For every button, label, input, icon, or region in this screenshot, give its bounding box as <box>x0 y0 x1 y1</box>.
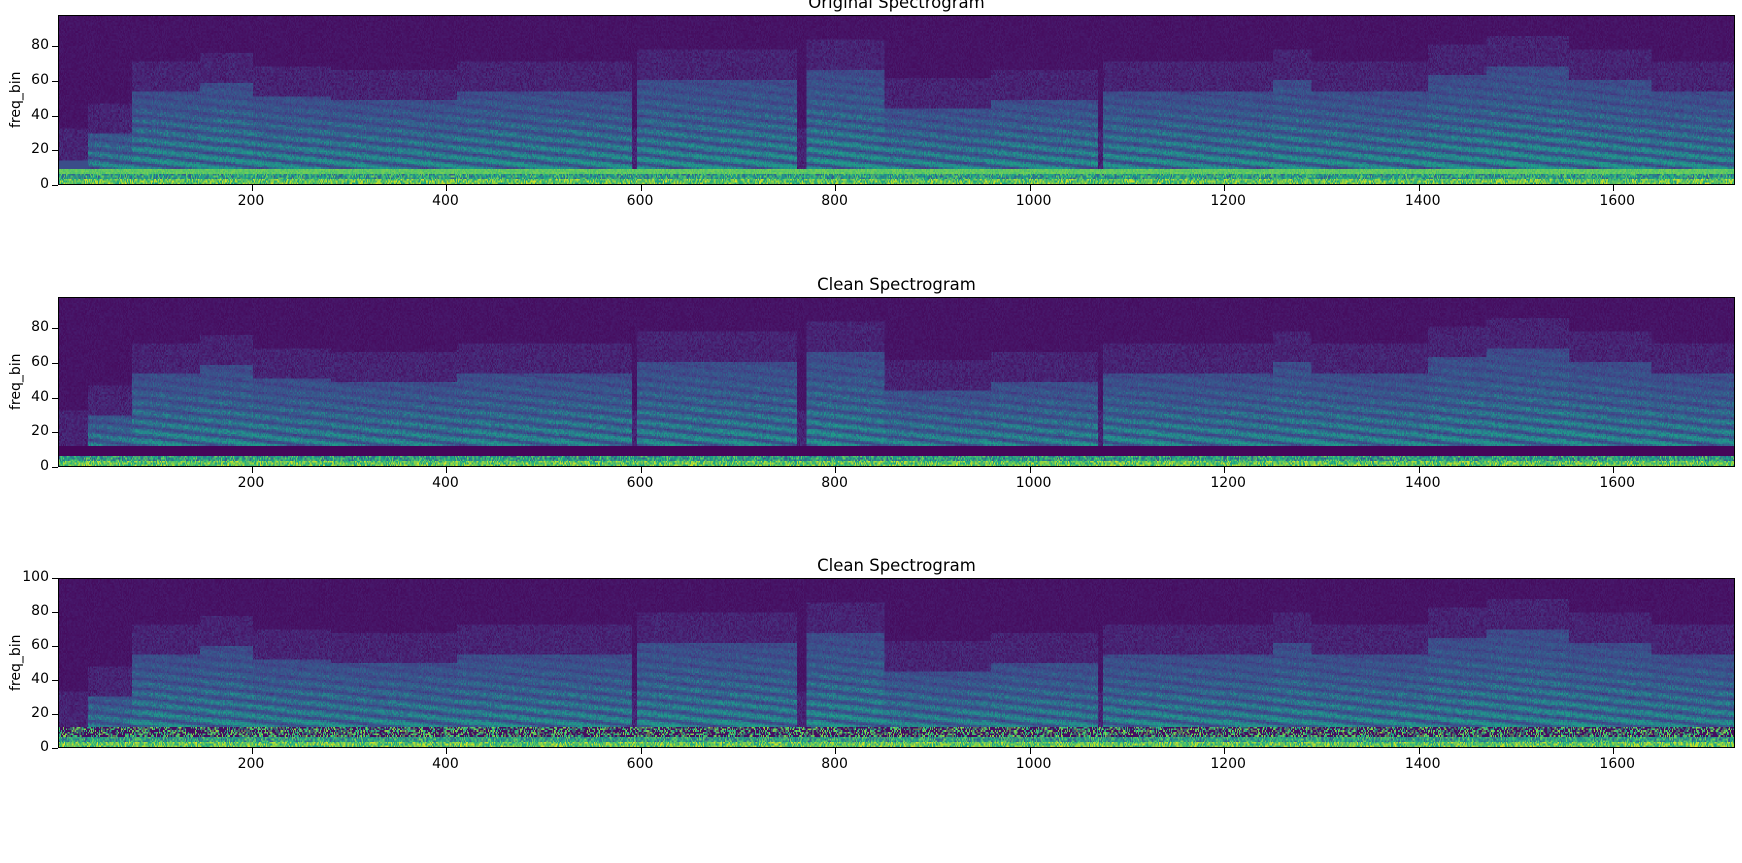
y-tick-mark <box>52 328 58 330</box>
y-tick-label: 20 <box>31 423 49 440</box>
x-tick-mark <box>446 467 448 473</box>
y-tick-mark <box>52 432 58 434</box>
x-tick-mark <box>251 185 253 191</box>
y-tick-mark <box>52 362 58 364</box>
y-tick-label: 40 <box>31 106 49 123</box>
x-tick-mark <box>835 748 837 754</box>
y-tick-mark <box>52 578 58 579</box>
x-tick-label: 1600 <box>1599 756 1636 772</box>
x-tick-mark <box>835 467 837 473</box>
x-tick-mark <box>251 748 253 754</box>
y-tick-label: 60 <box>31 71 49 88</box>
x-tick-mark <box>640 185 642 191</box>
x-tick-label: 1600 <box>1599 475 1636 491</box>
y-tick-label: 0 <box>40 739 49 755</box>
y-tick-mark <box>52 150 58 152</box>
x-tick-mark <box>1613 185 1615 191</box>
x-tick-mark <box>446 185 448 191</box>
x-tick-mark <box>1029 748 1031 754</box>
x-tick-mark <box>446 748 448 754</box>
y-tick-label: 40 <box>31 388 49 405</box>
x-tick-label: 200 <box>237 756 265 772</box>
y-tick-label: 80 <box>31 319 49 336</box>
x-tick-label: 1200 <box>1210 475 1246 491</box>
y-tick-label: 20 <box>31 141 49 158</box>
plot-title: Original Spectrogram <box>808 0 985 12</box>
x-tick-mark <box>251 467 253 473</box>
x-tick-mark <box>835 185 837 191</box>
spectrogram-heatmap <box>58 297 1735 467</box>
x-tick-mark <box>640 748 642 754</box>
x-tick-label: 1000 <box>1015 756 1052 772</box>
y-tick-mark <box>52 46 58 48</box>
x-tick-label: 1000 <box>1015 193 1052 209</box>
y-tick-mark <box>52 714 58 715</box>
x-tick-mark <box>1224 467 1226 473</box>
x-tick-mark <box>1224 185 1226 191</box>
x-tick-label: 600 <box>626 475 654 491</box>
y-tick-label: 0 <box>40 176 49 192</box>
spectrogram-heatmap <box>58 15 1735 185</box>
x-tick-label: 1000 <box>1015 475 1052 491</box>
x-tick-mark <box>1418 467 1420 473</box>
x-tick-mark <box>1418 748 1420 754</box>
x-tick-mark <box>1224 748 1226 754</box>
y-axis-label: freq_bin <box>8 353 24 410</box>
y-tick-mark <box>52 748 58 749</box>
x-tick-mark <box>640 467 642 473</box>
y-tick-label: 20 <box>31 705 49 721</box>
x-tick-label: 200 <box>237 475 265 491</box>
y-tick-mark <box>52 185 58 186</box>
y-axis-label: freq_bin <box>8 71 24 128</box>
x-tick-mark <box>1613 748 1615 754</box>
y-tick-mark <box>52 646 58 647</box>
x-tick-mark <box>1613 467 1615 473</box>
y-tick-mark <box>52 680 58 681</box>
x-tick-label: 1400 <box>1404 756 1441 772</box>
y-tick-label: 80 <box>31 603 49 619</box>
y-tick-mark <box>52 612 58 613</box>
y-tick-mark <box>52 397 58 399</box>
y-axis-label: freq_bin <box>8 634 24 691</box>
x-tick-label: 600 <box>626 756 654 772</box>
y-tick-mark <box>52 80 58 82</box>
y-tick-label: 100 <box>22 569 49 585</box>
y-tick-label: 60 <box>31 637 49 653</box>
spectrogram-heatmap <box>58 578 1735 748</box>
y-tick-label: 40 <box>31 671 49 687</box>
x-tick-label: 800 <box>821 756 848 772</box>
y-tick-label: 80 <box>31 37 49 54</box>
x-tick-label: 1400 <box>1404 475 1441 491</box>
x-tick-mark <box>1029 185 1031 191</box>
y-tick-label: 0 <box>40 458 49 474</box>
y-tick-label: 60 <box>31 353 49 370</box>
x-tick-label: 800 <box>821 193 848 209</box>
x-tick-label: 1200 <box>1210 193 1246 209</box>
x-tick-label: 400 <box>432 756 459 772</box>
x-tick-label: 1600 <box>1599 193 1636 209</box>
plot-title: Clean Spectrogram <box>817 556 976 575</box>
x-tick-label: 400 <box>432 475 459 491</box>
x-tick-mark <box>1029 467 1031 473</box>
plot-title: Clean Spectrogram <box>817 275 976 294</box>
y-tick-mark <box>52 467 58 468</box>
x-tick-mark <box>1418 185 1420 191</box>
x-tick-label: 800 <box>821 475 848 491</box>
x-tick-label: 400 <box>432 193 459 209</box>
x-tick-label: 1200 <box>1210 756 1246 772</box>
x-tick-label: 600 <box>626 193 654 209</box>
x-tick-label: 1400 <box>1404 193 1441 209</box>
y-tick-mark <box>52 115 58 117</box>
x-tick-label: 200 <box>237 193 265 209</box>
